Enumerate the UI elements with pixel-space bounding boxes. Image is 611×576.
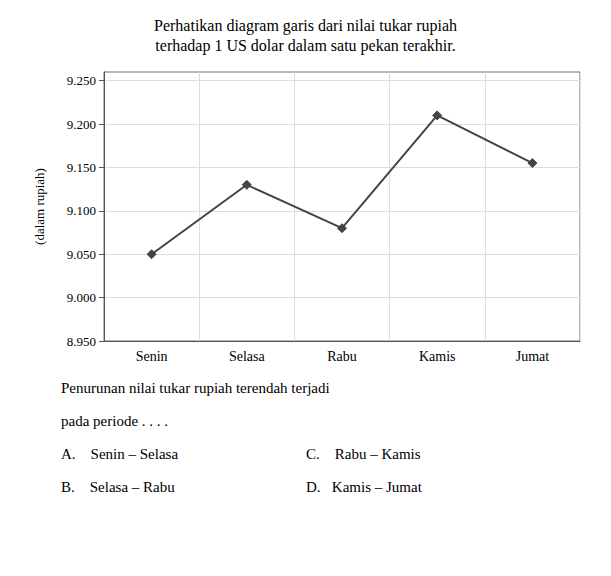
svg-text:9.250: 9.250 xyxy=(67,73,96,88)
svg-text:8.950: 8.950 xyxy=(67,334,96,349)
svg-text:terhadap 1 US dolar dalam satu: terhadap 1 US dolar dalam satu pekan ter… xyxy=(155,37,455,55)
svg-text:Penurunan nilai tukar rupiah t: Penurunan nilai tukar rupiah terendah te… xyxy=(61,380,330,396)
svg-text:9.200: 9.200 xyxy=(67,117,96,132)
svg-text:Selasa: Selasa xyxy=(229,349,266,364)
svg-text:B. Selasa – Rabu: B. Selasa – Rabu xyxy=(61,479,175,495)
svg-text:9.000: 9.000 xyxy=(67,290,96,305)
svg-text:Perhatikan diagram garis dari: Perhatikan diagram garis dari nilai tuka… xyxy=(154,17,457,35)
svg-text:Jumat: Jumat xyxy=(516,349,550,364)
svg-text:Senin: Senin xyxy=(136,349,168,364)
svg-text:D. Kamis – Jumat: D. Kamis – Jumat xyxy=(306,479,423,495)
svg-text:9.100: 9.100 xyxy=(67,203,96,218)
svg-text:Rabu: Rabu xyxy=(327,349,357,364)
svg-text:(dalam rupiah): (dalam rupiah) xyxy=(32,168,47,245)
svg-text:C. Rabu – Kamis: C. Rabu – Kamis xyxy=(306,446,421,462)
svg-text:Kamis: Kamis xyxy=(419,349,456,364)
svg-text:pada periode . . . .: pada periode . . . . xyxy=(61,413,168,429)
svg-text:9.050: 9.050 xyxy=(67,247,96,262)
svg-text:9.150: 9.150 xyxy=(67,160,96,175)
svg-text:A. Senin – Selasa: A. Senin – Selasa xyxy=(61,446,178,462)
